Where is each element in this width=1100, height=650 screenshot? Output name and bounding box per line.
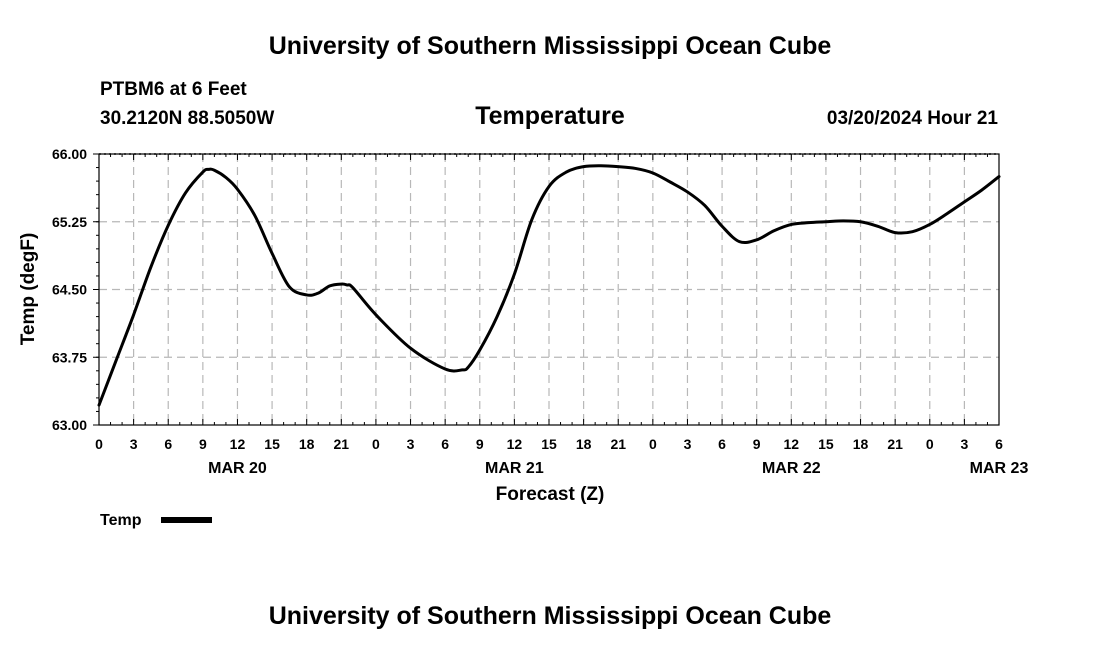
series-line-temp [97,164,1001,407]
x-tick-label: 6 [995,436,1003,452]
x-tick-label: 0 [372,436,380,452]
x-tick-label: 6 [718,436,726,452]
x-tick-label: 6 [441,436,449,452]
x-tick-label: 3 [960,436,968,452]
x-tick-label: 12 [230,436,246,452]
x-tick-label: 18 [576,436,592,452]
x-date-label: MAR 21 [485,460,544,477]
coords-label: 30.2120N 88.5050W [100,108,274,129]
station-label: PTBM6 at 6 Feet [100,79,247,100]
y-tick-label: 63.00 [52,417,87,433]
x-tick-label: 15 [541,436,557,452]
tick-labels: 0 3 6 9 12 15 18 21 0 3 6 9 12 15 18 21 0 3 6 9 12 15 18 21 0 3 66… [52,146,1028,477]
x-tick-label: 18 [853,436,869,452]
series-group [97,164,1001,407]
x-tick-label: 18 [299,436,315,452]
x-tick-label: 9 [199,436,207,452]
x-date-label: MAR 23 [970,460,1029,477]
x-tick-label: 9 [476,436,484,452]
x-tick-label: 21 [610,436,626,452]
x-tick-label: 15 [818,436,834,452]
grid-lines [99,153,999,425]
x-tick-label: 9 [753,436,761,452]
page-title-top: University of Southern Mississippi Ocean… [269,32,832,60]
x-tick-label: 3 [407,436,415,452]
y-tick-label: 66.00 [52,146,87,162]
y-tick-label: 63.75 [52,349,87,365]
plot-frame [98,153,1000,426]
x-tick-label: 21 [887,436,903,452]
y-tick-label: 65.25 [52,214,87,230]
x-tick-label: 0 [926,436,934,452]
y-axis-title: Temp (degF) [18,233,39,346]
x-tick-label: 6 [164,436,172,452]
x-tick-label: 3 [130,436,138,452]
x-tick-label: 3 [684,436,692,452]
x-tick-label: 12 [784,436,800,452]
x-tick-label: 12 [507,436,523,452]
x-axis-title: Forecast (Z) [496,484,605,505]
y-tick-label: 64.50 [52,282,87,298]
page-title-bottom: University of Southern Mississippi Ocean… [269,602,832,630]
timestamp-label: 03/20/2024 Hour 21 [827,108,999,129]
x-tick-label: 0 [649,436,657,452]
x-date-label: MAR 20 [208,460,267,477]
chart-title: Temperature [475,102,625,130]
x-date-label: MAR 22 [762,460,821,477]
x-tick-label: 21 [334,436,350,452]
x-tick-label: 0 [95,436,103,452]
legend-label: Temp [100,512,142,529]
x-tick-label: 15 [264,436,280,452]
